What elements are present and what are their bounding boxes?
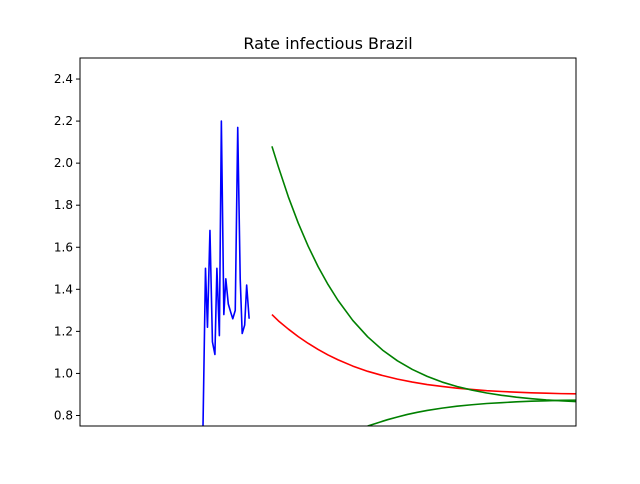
series-line-2	[271, 146, 576, 403]
y-tick-label: 1.2	[54, 324, 73, 338]
y-tick-label: 2.4	[54, 72, 73, 86]
y-axis: 0.8 1.0 1.2 1.4 1.6 1.8 2.0 2.2 2.4	[54, 72, 80, 422]
y-tick-label: 1.0	[54, 366, 73, 380]
series-line-0	[202, 120, 250, 426]
y-tick-label: 2.2	[54, 114, 73, 128]
y-tick-label: 1.6	[54, 240, 73, 254]
chart-title: Rate infectious Brazil	[243, 34, 412, 53]
series-line-3	[367, 399, 576, 426]
y-tick-label: 2.0	[54, 156, 73, 170]
plot-frame	[79, 57, 577, 427]
y-tick-label: 1.4	[54, 282, 73, 296]
y-tick-label: 1.8	[54, 198, 73, 212]
y-tick-label: 0.8	[54, 408, 73, 422]
plot-area	[202, 120, 576, 426]
series-line-1	[271, 313, 576, 395]
